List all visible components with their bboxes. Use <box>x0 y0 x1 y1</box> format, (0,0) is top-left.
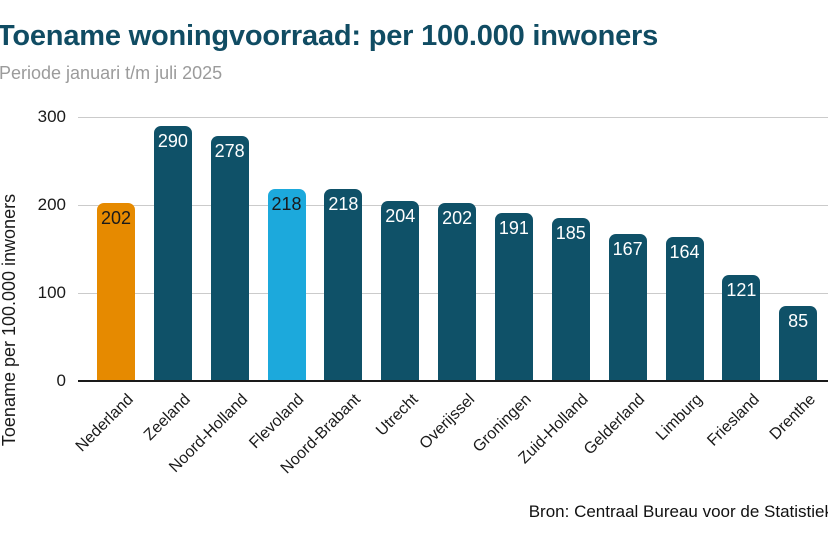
x-tick-label-nederland: Nederland <box>72 391 138 456</box>
bar-groningen: 191 <box>494 213 533 381</box>
bar-nederland: 202 <box>97 203 135 381</box>
gridline-300 <box>78 117 828 118</box>
bar-value-label-nederland: 202 <box>100 208 132 228</box>
x-axis-line <box>78 380 828 382</box>
y-tick-label-300: 300 <box>37 107 66 126</box>
bar-utrecht: 204 <box>381 201 420 381</box>
y-tick-label-100: 100 <box>37 283 66 302</box>
bar-value-label-friesland: 121 <box>726 280 757 300</box>
bar-value-label-flevoland: 218 <box>271 194 302 214</box>
y-tick-label-0: 0 <box>56 371 66 390</box>
x-tick-label-friesland: Friesland <box>703 391 763 450</box>
bar-value-label-zuid-holland: 185 <box>555 223 586 243</box>
bar-value-label-drenthe: 85 <box>788 311 809 331</box>
bar-noord-brabant: 218 <box>324 189 363 381</box>
bar-value-label-zeeland: 290 <box>157 131 188 151</box>
bar-noord-holland: 278 <box>210 136 249 381</box>
bar-value-label-limburg: 164 <box>669 242 700 262</box>
y-tick-label-200: 200 <box>37 195 66 214</box>
bar-flevoland: 218 <box>267 189 306 381</box>
chart-title: Toename woningvoorraad: per 100.000 inwo… <box>0 20 659 52</box>
bar-value-label-utrecht: 204 <box>385 206 416 226</box>
bar-zeeland: 290 <box>153 126 192 381</box>
x-tick-label-gelderland: Gelderland <box>581 391 649 459</box>
bar-drenthe: 85 <box>779 306 818 381</box>
x-tick-label-drenthe: Drenthe <box>766 391 820 444</box>
x-tick-label-zeeland: Zeeland <box>140 391 194 444</box>
bar-limburg: 164 <box>665 237 704 381</box>
bar-gelderland: 167 <box>608 234 647 381</box>
bar-overijssel: 202 <box>438 203 477 381</box>
x-tick-label-limburg: Limburg <box>652 391 706 444</box>
bar-zuid-holland: 185 <box>551 218 590 381</box>
source-note: Bron: Centraal Bureau voor de Statistiek <box>528 502 828 521</box>
x-tick-label-utrecht: Utrecht <box>372 391 422 440</box>
bar-value-label-gelderland: 167 <box>612 239 643 259</box>
bar-value-label-groningen: 191 <box>498 218 529 238</box>
bar-value-label-noord-brabant: 218 <box>328 194 359 214</box>
bar-value-label-overijssel: 202 <box>442 208 473 228</box>
bar-friesland: 121 <box>722 275 761 381</box>
bar-value-label-noord-holland: 278 <box>214 141 245 161</box>
chart-subtitle: Periode januari t/m juli 2025 <box>0 63 223 83</box>
